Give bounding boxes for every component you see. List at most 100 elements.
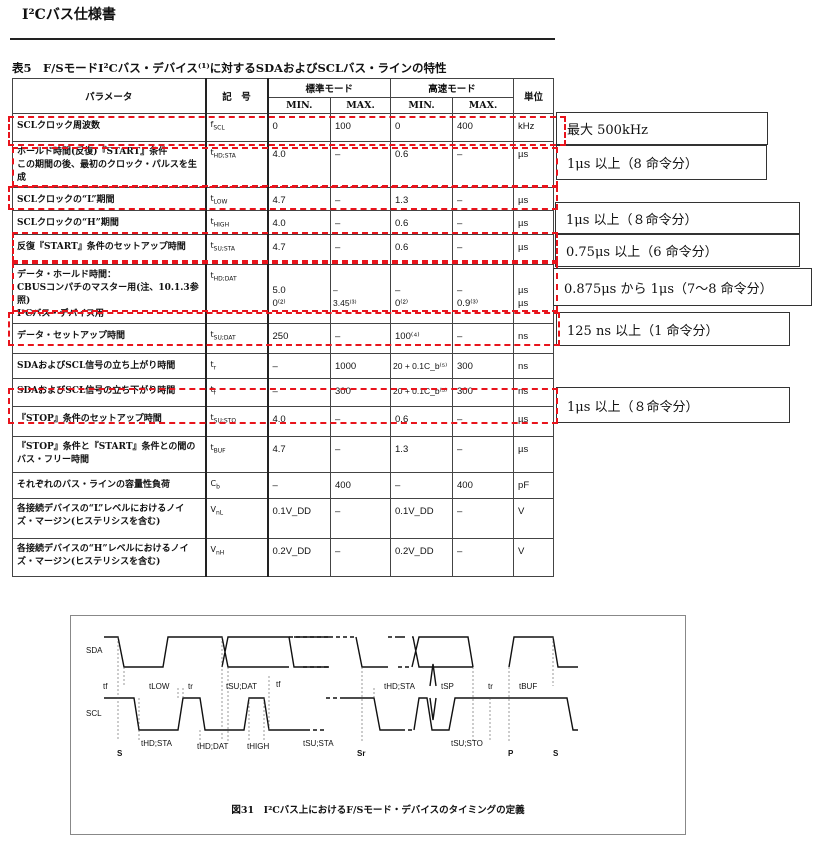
label-p: P xyxy=(508,749,514,758)
table-row: データ・ホールド時間： CBUSコンパチのマスター用(注、10.1.3参照) I… xyxy=(12,264,555,324)
fast-min-cell: 20 + 0.1C_b⁽⁵⁾ xyxy=(390,353,454,379)
table-row: 各接続デバイスの“H”レベルにおけるノイズ・マージン(ヒステリシスを含む) VnH… xyxy=(12,538,555,577)
symbol-cell: fSCL xyxy=(205,113,269,142)
header-min: MIN. xyxy=(390,97,454,114)
param-cell: それぞれのバス・ラインの容量性負荷 xyxy=(12,472,207,499)
symbol-subscript: HD;STA xyxy=(213,152,236,160)
fast-max-cell: – xyxy=(452,187,515,211)
symbol-cell: VnL xyxy=(205,498,269,539)
symbol-letter: C xyxy=(210,479,217,488)
param-cell: 『STOP』条件のセットアップ時間 xyxy=(12,406,207,437)
std-max-cell: 400 xyxy=(329,472,392,499)
symbol-letter: f xyxy=(210,120,214,129)
symbol-subscript: SCL xyxy=(213,124,225,132)
label-s1: S xyxy=(117,749,123,758)
header-symbol: 記 号 xyxy=(205,78,269,114)
unit-cell: µs xyxy=(513,141,555,188)
header-standard: 標準モード xyxy=(266,78,392,98)
symbol-subscript: f xyxy=(213,389,216,397)
std-min-cell: 5.0 0⁽²⁾ xyxy=(267,264,331,324)
timing-guides xyxy=(117,637,554,746)
std-min-cell: 0 xyxy=(267,113,331,142)
table-row: SCLクロック周波数 fSCL 0 100 0 400 kHz xyxy=(12,113,555,142)
label-tsudat: tSU;DAT xyxy=(226,682,257,691)
param-cell: 反復『START』条件のセットアップ時間 xyxy=(12,234,207,265)
scl-dash xyxy=(306,697,414,731)
std-min-cell: 4.0 xyxy=(267,406,331,437)
table-row: 『STOP』条件のセットアップ時間 tSU;STO 4.0–0.6– µs xyxy=(12,406,555,437)
document-header: I²Cバス仕様書 xyxy=(22,7,116,23)
table-row: 『STOP』条件と『START』条件との間のバス・フリー時間 tBUF 4.7–1.… xyxy=(12,436,555,473)
param-cell: 各接続デバイスの“H”レベルにおけるノイズ・マージン(ヒステリシスを含む) xyxy=(12,538,207,577)
fast-min-cell: 100⁽⁴⁾ xyxy=(390,323,454,354)
scl-label: SCL xyxy=(86,709,102,718)
label-tf1: tf xyxy=(103,682,108,691)
timing-diagram: SDA SCL tf tLOW tr tSU;DAT tf tHD;STA tS… xyxy=(86,636,578,758)
symbol-letter: t xyxy=(210,194,214,203)
symbol-cell: tSU;STA xyxy=(205,234,269,265)
fast-max-cell: – xyxy=(452,406,515,437)
spike xyxy=(429,663,437,721)
header-rule xyxy=(10,38,555,40)
unit-cell: kHz xyxy=(513,113,555,142)
fast-max-cell: – xyxy=(452,210,515,235)
symbol-cell: tLOW xyxy=(205,187,269,211)
sda-waveform xyxy=(104,636,578,668)
fast-min-cell: 0.1V_DD xyxy=(390,498,454,539)
param-cell: SCLクロックの“H”期間 xyxy=(12,210,207,235)
label-tr2: tr xyxy=(488,682,493,691)
symbol-subscript: nL xyxy=(215,509,224,517)
table-caption: 表5 F/SモードI²Cバス・デバイス⁽¹⁾に対するSDAおよびSCLバス・ライ… xyxy=(12,61,447,75)
symbol-cell: tHD;DAT xyxy=(205,264,269,324)
std-max-cell: 300 xyxy=(329,378,392,407)
symbol-letter: t xyxy=(210,360,214,369)
unit-cell: µs xyxy=(513,436,555,473)
std-min-cell: 4.0 xyxy=(267,210,331,235)
label-s2: S xyxy=(553,749,559,758)
symbol-letter: t xyxy=(210,443,214,452)
timing-figure: SDA SCL tf tLOW tr tSU;DAT tf tHD;STA tS… xyxy=(70,615,686,835)
sda-dash xyxy=(289,636,411,668)
symbol-cell: tf xyxy=(205,378,269,407)
param-cell: データ・ホールド時間： CBUSコンパチのマスター用(注、10.1.3参照) I… xyxy=(12,264,207,324)
table-row: SCLクロックの“H”期間 tHIGH 4.0–0.6– µs xyxy=(12,210,555,235)
param-cell: 『STOP』条件と『START』条件との間のバス・フリー時間 xyxy=(12,436,207,473)
label-tr1: tr xyxy=(188,682,193,691)
unit-cell: V xyxy=(513,498,555,539)
fast-min-cell: 0 xyxy=(390,113,454,142)
std-min-cell: 4.7 xyxy=(267,234,331,265)
symbol-cell: VnH xyxy=(205,538,269,577)
header-max: MAX. xyxy=(329,97,392,114)
header-max: MAX. xyxy=(452,97,515,114)
std-min-cell: 4.0 xyxy=(267,141,331,188)
std-max-cell: – xyxy=(329,323,392,354)
std-min-cell: 4.7 xyxy=(267,436,331,473)
unit-cell: µs xyxy=(513,406,555,437)
label-thdsta: tHD;STA xyxy=(141,739,173,748)
annotation-note: 0.875μs から 1μs（7〜8 命令分） xyxy=(553,268,812,306)
fast-max-cell: – xyxy=(452,538,515,577)
unit-cell: pF xyxy=(513,472,555,499)
param-cell: 各接続デバイスの“L”レベルにおけるノイズ・マージン(ヒステリシスを含む) xyxy=(12,498,207,539)
symbol-letter: V xyxy=(210,505,216,514)
symbol-cell: tHD;STA xyxy=(205,141,269,188)
header-min: MIN. xyxy=(267,97,331,114)
unit-cell: ns xyxy=(513,353,555,379)
annotation-note: 0.75μs 以上（6 命令分） xyxy=(555,234,800,267)
symbol-cell: tSU;DAT xyxy=(205,323,269,354)
std-min-cell: 0.2V_DD xyxy=(267,538,331,577)
param-cell: ホールド時間(反復)『START』条件 この期間の後、最初のクロック・パルスを生… xyxy=(12,141,207,188)
fast-min-cell: 1.3 xyxy=(390,436,454,473)
unit-cell: µs µs xyxy=(513,264,555,324)
fast-max-cell: – xyxy=(452,141,515,188)
symbol-letter: t xyxy=(210,241,214,250)
label-tsusto: tSU;STO xyxy=(451,739,483,748)
symbol-subscript: nH xyxy=(215,549,225,557)
std-min-cell: – xyxy=(267,353,331,379)
spec-table: パラメータ 記 号 標準モード 高速モード 単位 MIN. MAX. MIN. … xyxy=(12,78,555,577)
unit-cell: ns xyxy=(513,378,555,407)
symbol-cell: tHIGH xyxy=(205,210,269,235)
fast-min-cell: 0.6 xyxy=(390,141,454,188)
symbol-cell: tSU;STO xyxy=(205,406,269,437)
annotation-note: 1μs 以上（８命令分） xyxy=(555,202,800,234)
